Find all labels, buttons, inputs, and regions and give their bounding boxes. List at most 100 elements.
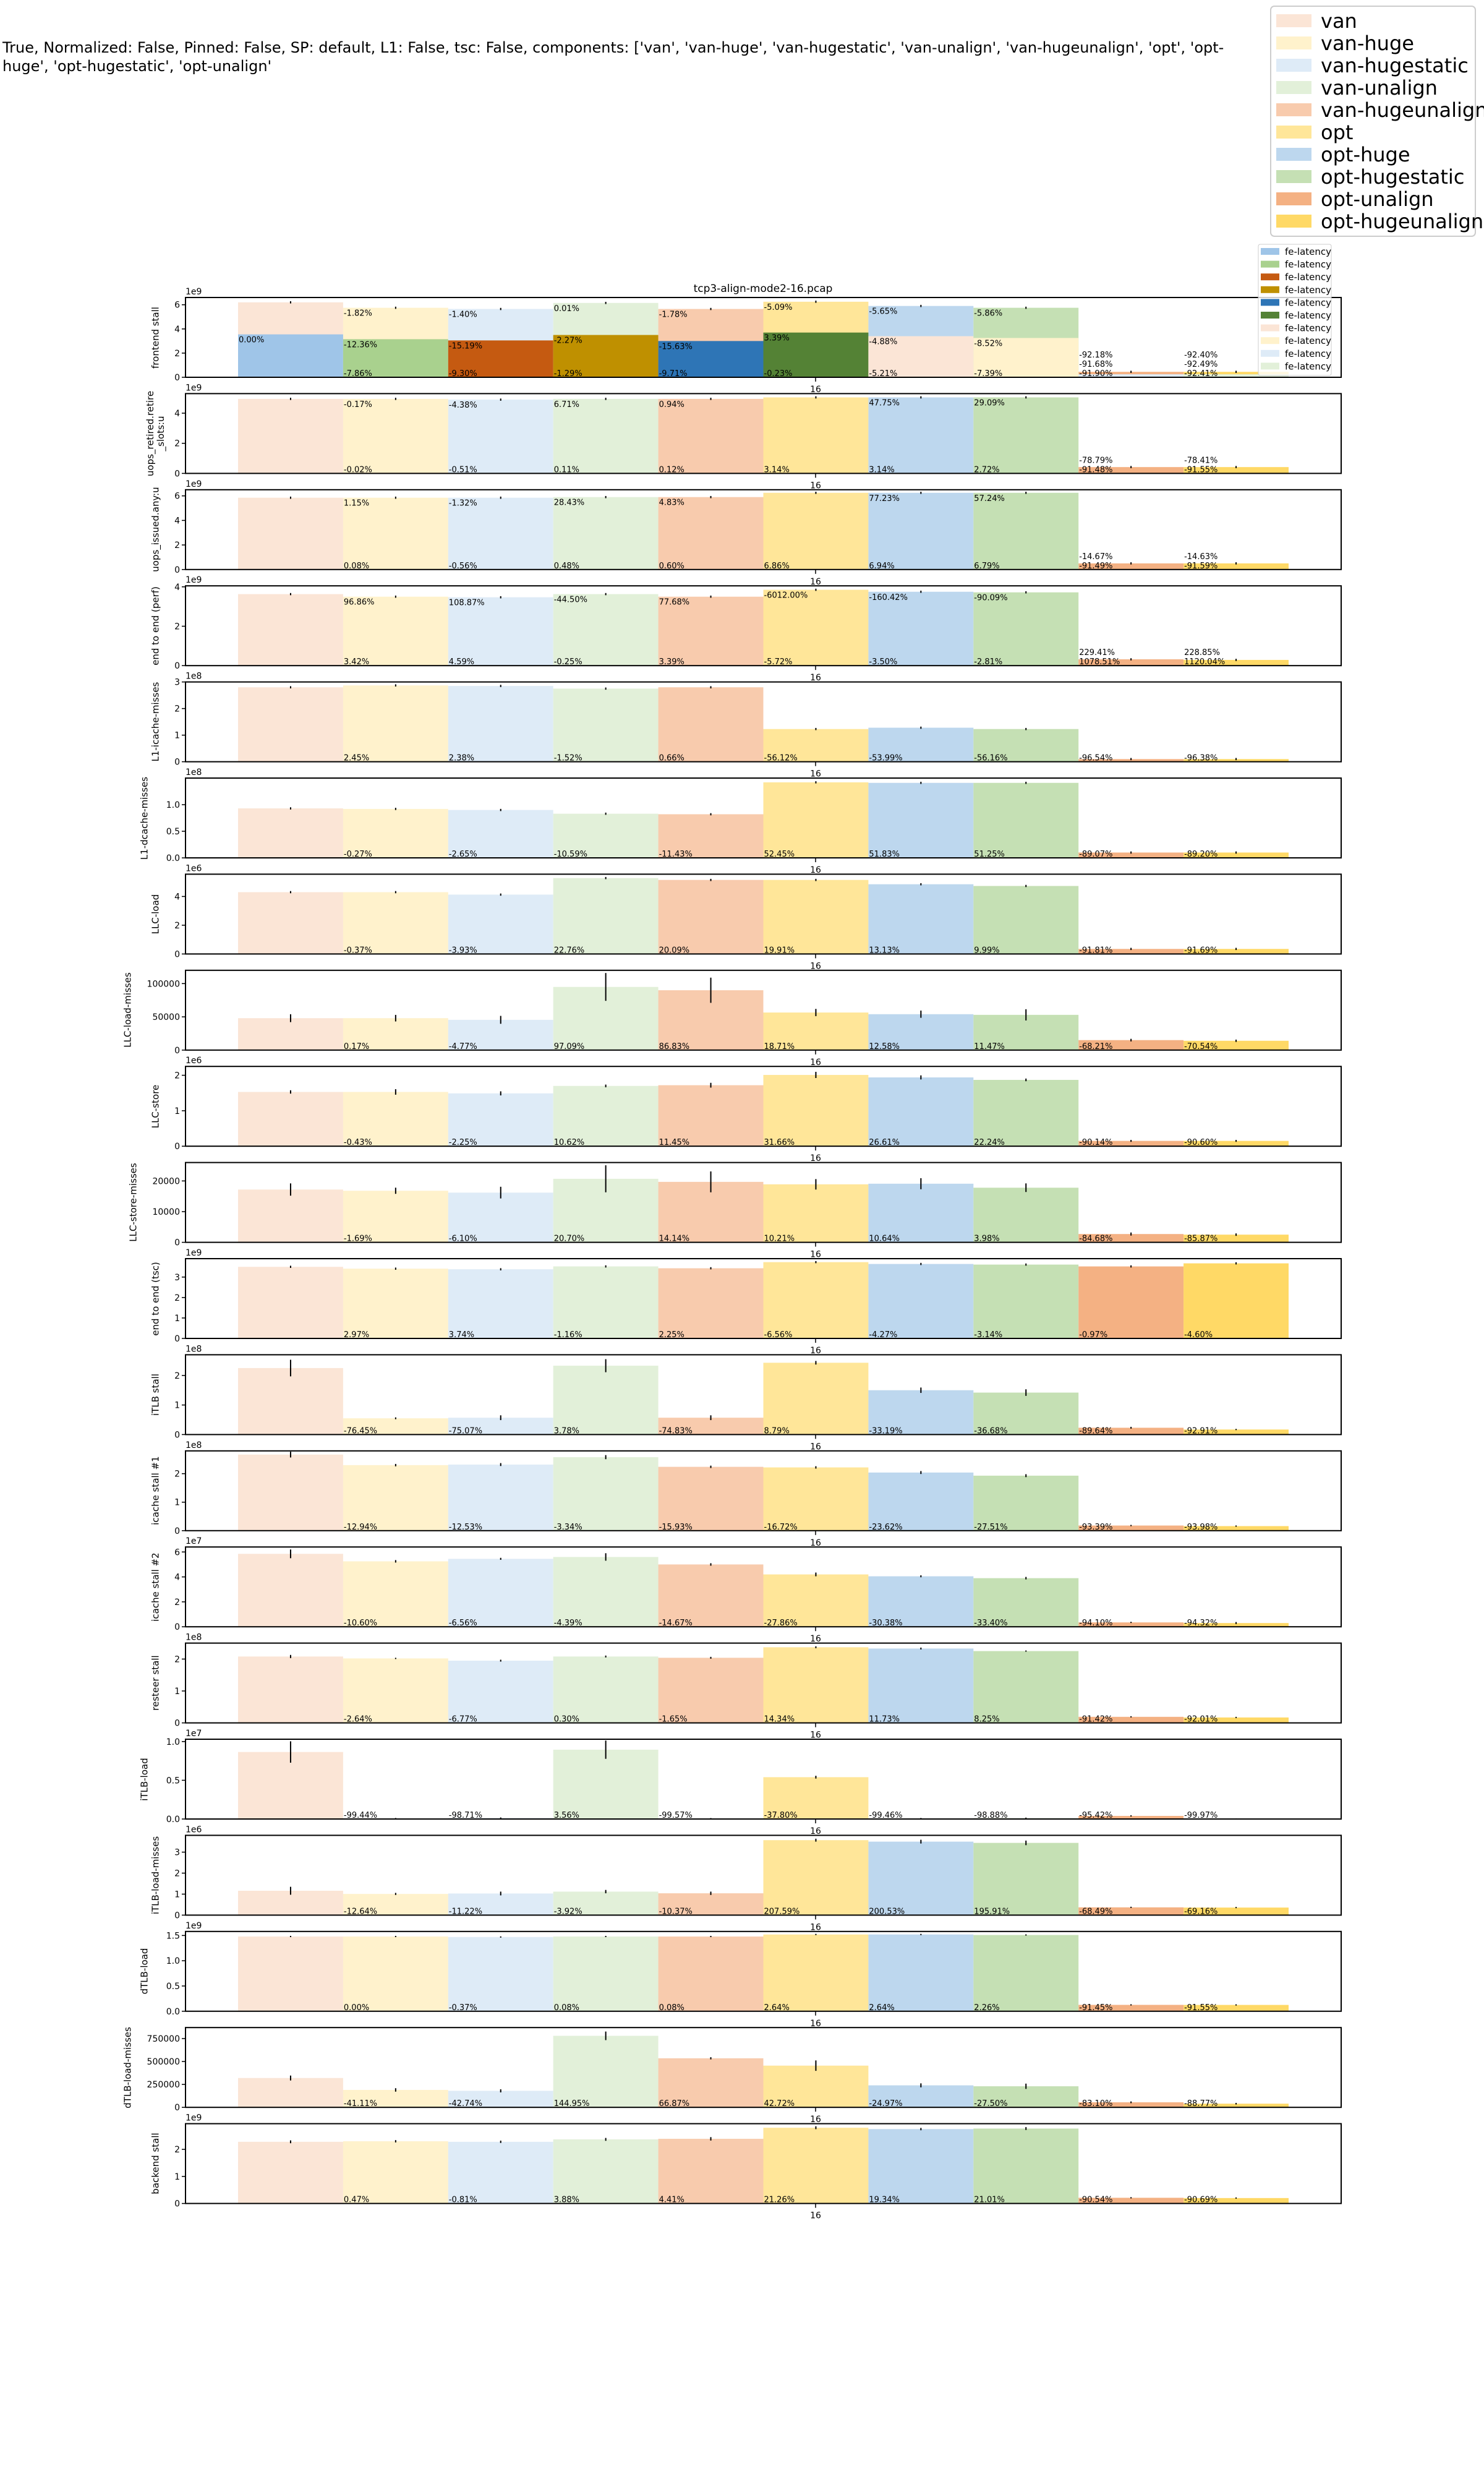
bar-van-unalign <box>553 1936 659 2011</box>
bar-label: 195.91% <box>974 1907 1010 1916</box>
y-tick-label: 50000 <box>152 1012 180 1022</box>
bar-label: -27.86% <box>764 1619 798 1628</box>
bar-label: -11.43% <box>659 850 693 859</box>
bar-opt-huge <box>868 1841 974 1915</box>
y-offset-exponent: 1e6 <box>186 1825 202 1834</box>
bar-van-huge <box>343 596 448 666</box>
bar-opt-unalign <box>1078 759 1184 762</box>
subplot-icache-stall-2: -10.60% -6.56% -4.39% -14.67% -27.86% -30.38%… <box>174 1536 1342 1644</box>
bar-van-hugeunalign <box>658 1658 764 1723</box>
bar-label: -2.25% <box>449 1138 477 1147</box>
y-offset-exponent: 1e9 <box>186 575 202 585</box>
bar-label: 3.39% <box>659 657 684 667</box>
subplot-uops-retired-retire-slots-u: -0.02% -0.17% -0.51% -4.38% 0.11% 6.71% 0.12% 0… <box>174 383 1342 490</box>
bar-van-huge <box>343 892 448 954</box>
bar-van <box>238 1554 343 1627</box>
bar-van-huge <box>343 685 448 762</box>
bar-label: 4.83% <box>659 499 684 508</box>
bar-label: -1.40% <box>449 310 477 320</box>
bar-label: 3.39% <box>764 334 790 343</box>
axes-frame <box>185 585 1342 667</box>
y-tick-label: 1 <box>174 1687 180 1697</box>
bar-label: 20.70% <box>554 1235 585 1244</box>
bar-label: -33.19% <box>869 1426 902 1436</box>
bar-label: 4.59% <box>449 657 474 667</box>
bar-opt-hugestatic <box>973 592 1079 666</box>
bar-label: -1.16% <box>554 1330 582 1340</box>
bar-label: -75.07% <box>449 1426 482 1436</box>
bar-label: -93.98% <box>1184 1523 1217 1532</box>
bar-opt-hugeunalign <box>1183 467 1289 474</box>
bar-label: 0.12% <box>659 465 684 474</box>
bar-label: -92.18% <box>1079 351 1112 360</box>
bar-van-huge <box>343 1092 448 1147</box>
y-tick-label: 3 <box>174 678 180 688</box>
legend-swatch <box>1261 312 1279 319</box>
y-tick-label: 0 <box>174 469 180 479</box>
y-tick-label: 750000 <box>147 2034 180 2044</box>
bar-label: -1.78% <box>659 310 688 320</box>
y-axis-label: uops_retired.retire_slots:u <box>145 390 166 476</box>
bar-label: -10.59% <box>554 850 587 859</box>
y-tick-label: 4 <box>174 1573 180 1583</box>
legend-swatch-opt-hugestatic <box>1276 170 1311 183</box>
y-tick-label: 1 <box>174 1401 180 1411</box>
bar-label: -90.14% <box>1079 1138 1112 1147</box>
axes-frame <box>185 1450 1342 1531</box>
y-tick-label: 4 <box>174 516 180 526</box>
bar-van <box>238 1018 343 1050</box>
bar-label: 21.26% <box>764 2196 795 2205</box>
bar-van-hugeunalign <box>658 497 764 570</box>
axes-frame <box>185 393 1342 474</box>
y-axis-label: L1-dcache-misses <box>139 776 150 860</box>
bar-opt-hugestatic <box>973 1843 1079 1915</box>
bar-label: 21.01% <box>974 2196 1005 2205</box>
bar-van <box>238 1936 343 2011</box>
y-axis-label: backend stall <box>150 2133 161 2194</box>
bar-label: 14.34% <box>764 1715 795 1724</box>
bar-van-hugeunalign <box>658 2058 764 2108</box>
bar-van <box>238 892 343 954</box>
bar-van-hugestatic <box>448 686 553 762</box>
y-tick-label: 0 <box>174 2103 180 2113</box>
bar-label: -0.37% <box>449 2003 477 2013</box>
bar-label: 9.99% <box>974 946 999 955</box>
bar-label: -6012.00% <box>764 591 808 601</box>
legend-label: fe-latency <box>1285 246 1331 257</box>
legend-label: opt <box>1321 121 1353 144</box>
bar-opt-hugeunalign <box>1183 659 1289 666</box>
y-tick-label: 2 <box>174 1598 180 1607</box>
y-tick-label: 2 <box>174 2145 180 2155</box>
bar-label: 22.24% <box>974 1138 1005 1147</box>
bar-fe-latency-van-hugeunalign <box>658 341 764 377</box>
bar-label: -23.62% <box>869 1523 902 1532</box>
bar-label: -12.64% <box>344 1907 377 1916</box>
y-tick-label: 0 <box>174 1142 180 1152</box>
bar-label: -99.46% <box>869 1811 902 1820</box>
legend-label: van <box>1321 9 1357 33</box>
bar-label: 0.00% <box>239 336 264 345</box>
bar-label: 200.53% <box>869 1907 905 1916</box>
bar-label: 10.64% <box>869 1235 900 1244</box>
subplot-llc-load: -0.37% -3.93% 22.76% 20.09% 19.91% 13.13% 9.99… <box>174 863 1342 971</box>
bar-van-hugestatic <box>448 1893 553 1915</box>
bar-opt-hugeunalign <box>1183 1263 1289 1338</box>
x-tick-label: 16 <box>810 1731 821 1740</box>
x-tick-label: 16 <box>810 1154 821 1163</box>
bar-opt-hugeunalign <box>1183 1235 1289 1243</box>
bar-van-hugeunalign <box>658 1893 764 1915</box>
bar-opt <box>763 1647 869 1723</box>
bar-label: -5.72% <box>764 657 793 667</box>
bar-van-hugestatic <box>448 1019 553 1050</box>
y-axis-label: iTLB stall <box>150 1373 161 1416</box>
x-tick-label: 16 <box>810 2211 821 2221</box>
bar-opt-hugeunalign <box>1183 1429 1289 1435</box>
bar-label: -94.32% <box>1184 1619 1217 1628</box>
y-tick-label: 1 <box>174 2172 180 2182</box>
y-tick-label: 500000 <box>147 2057 180 2067</box>
bar-van-hugeunalign <box>658 1268 764 1338</box>
x-tick-label: 16 <box>810 1346 821 1356</box>
subplot-end-to-end-perf-: 3.42% 96.86% 4.59% 108.87% -0.25% -44.50% 3.39… <box>174 575 1342 683</box>
bar-opt-hugestatic <box>973 1188 1079 1243</box>
